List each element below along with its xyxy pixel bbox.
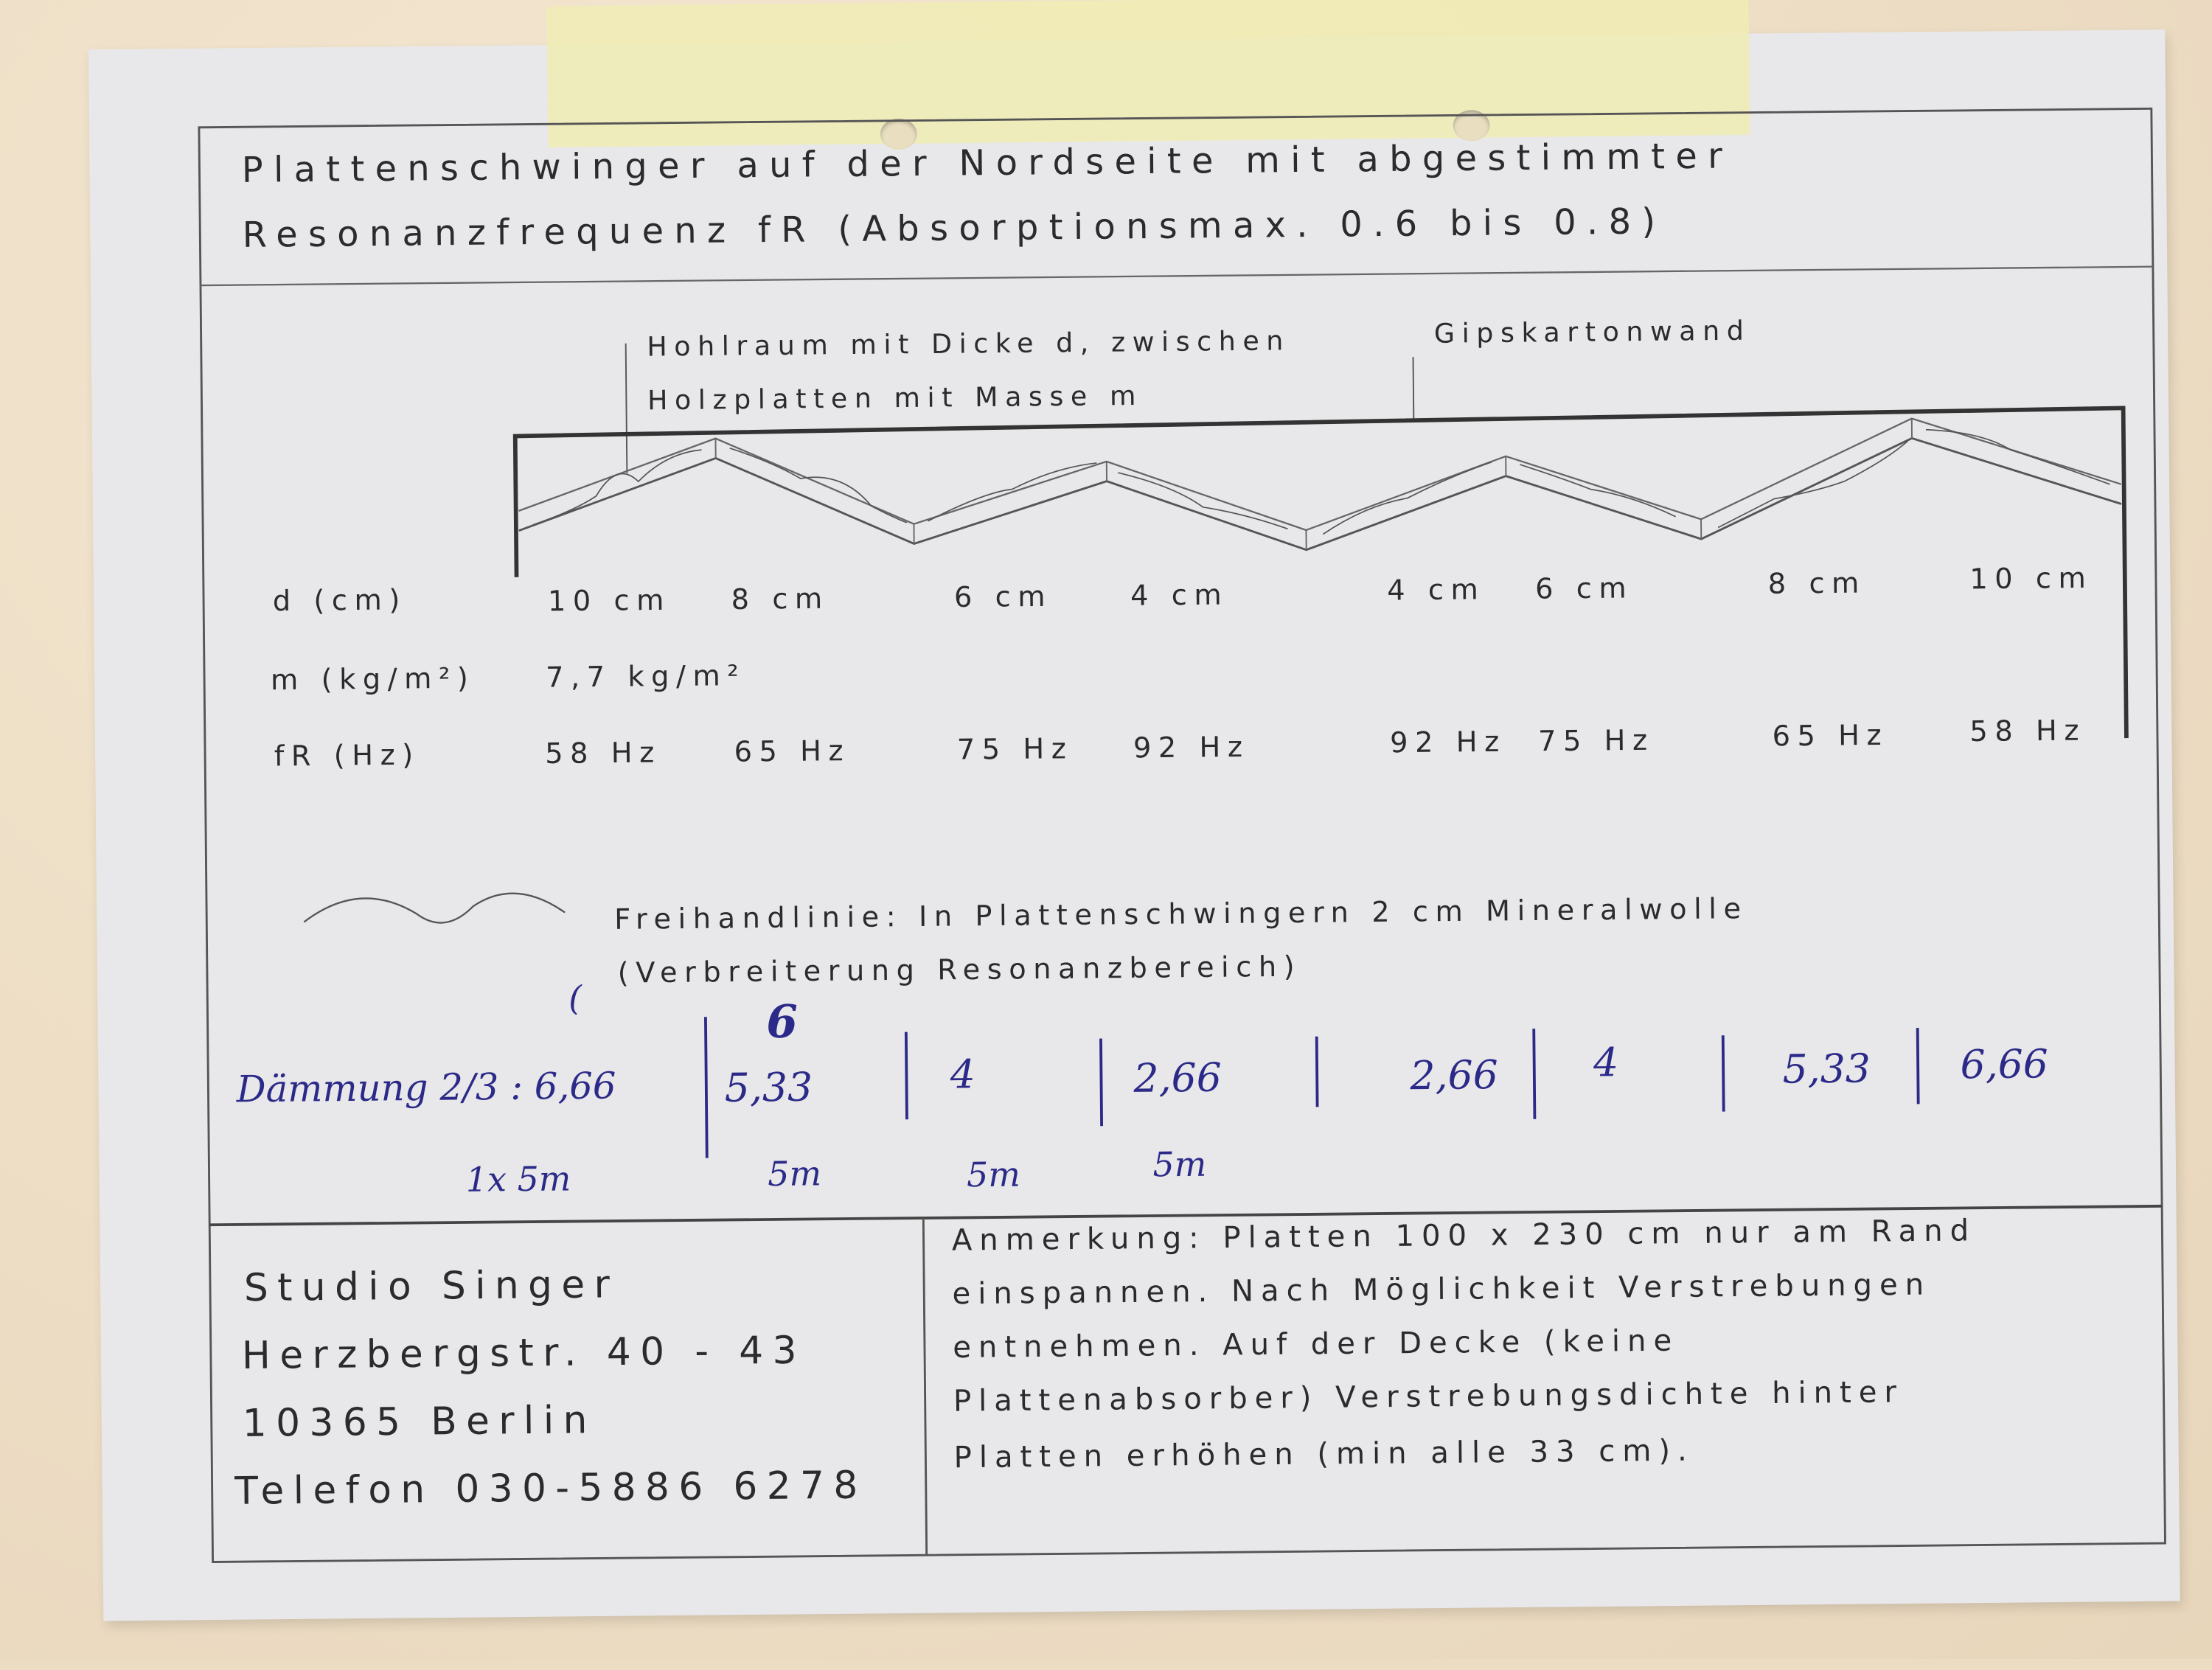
fR-value: 92 Hz <box>1390 724 1506 759</box>
d-value: 10 cm <box>1969 560 2093 596</box>
d-value: 4 cm <box>1387 572 1486 607</box>
panel-lower-line <box>518 436 2122 557</box>
handwritten-value: 5,33 <box>724 1064 813 1111</box>
handwritten-value: 2,66 <box>1133 1054 1222 1102</box>
d-value: 8 cm <box>1768 566 1867 600</box>
cavity-label-1: Hohlraum mit Dicke d, zwischen <box>647 326 1290 363</box>
fR-value: 75 Hz <box>957 731 1074 766</box>
d-value: 6 cm <box>954 579 1053 613</box>
handwritten-mark: ( <box>568 978 582 1018</box>
handwritten-mark: 6 <box>766 996 798 1047</box>
handwritten-value: 2,66 <box>1410 1051 1498 1099</box>
wall-outline <box>515 408 2126 754</box>
footer-column-divider <box>923 1218 926 1555</box>
d-value: 10 cm <box>548 582 671 618</box>
fR-value: 75 Hz <box>1538 723 1655 757</box>
note-line: entnehmen. Auf der Decke (keine <box>953 1323 1679 1364</box>
d-value: 6 cm <box>1535 571 1634 605</box>
fR-value: 92 Hz <box>1133 730 1250 765</box>
handwritten-value: 5,33 <box>1782 1046 1871 1093</box>
leader-line-wall <box>1413 357 1414 420</box>
title-divider <box>201 267 2153 285</box>
handwritten-note: 5m <box>967 1155 1020 1195</box>
studio-phone: Telefon 030-5886 6278 <box>234 1464 867 1514</box>
handwritten-value: 4 <box>950 1051 975 1098</box>
wall-label: Gipskartonwand <box>1434 316 1751 349</box>
handwritten-value: 4 <box>1593 1039 1619 1085</box>
row-label-d: d (cm) <box>273 582 407 618</box>
studio-street: Herzbergstr. 40 - 43 <box>242 1329 806 1379</box>
m-value: 7,7 kg/m² <box>546 658 746 695</box>
handwritten-value: 6,66 <box>1960 1041 2048 1088</box>
fR-value: 58 Hz <box>1969 713 2086 748</box>
studio-city: 10365 Berlin <box>243 1399 597 1446</box>
d-value: 4 cm <box>1130 577 1229 612</box>
handwritten-note: 5m <box>768 1154 821 1194</box>
d-value: 8 cm <box>731 581 830 616</box>
handwritten-insulation-label: Dämmung 2/3 : 6,66 <box>236 1065 616 1111</box>
studio-name: Studio Singer <box>244 1263 619 1310</box>
row-label-fR: fR (Hz) <box>274 737 420 773</box>
legend-line-2: (Verbreiterung Resonanzbereich) <box>618 949 1302 989</box>
cavity-label-2: Holzplatten mit Masse m <box>647 380 1143 417</box>
row-label-m: m (kg/m²) <box>271 661 476 697</box>
handwritten-note: 5m <box>1152 1145 1206 1185</box>
note-line: Platten erhöhen (min alle 33 cm). <box>953 1433 1694 1475</box>
handwritten-note: 1x 5m <box>466 1159 571 1200</box>
fR-value: 65 Hz <box>734 734 850 768</box>
leader-line-cavity <box>626 344 627 473</box>
fR-value: 65 Hz <box>1772 718 1888 753</box>
legend-freehand-sample <box>304 893 565 924</box>
fR-value: 58 Hz <box>545 735 661 770</box>
